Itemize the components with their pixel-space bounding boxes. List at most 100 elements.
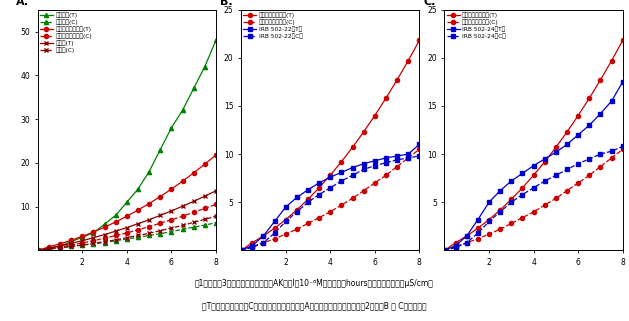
IRB 502-24（C） — [552, 173, 560, 177]
Line: 長十郎(T): 長十郎(T) — [36, 189, 218, 252]
Line: IRB 502-24（C）: IRB 502-24（C） — [442, 144, 625, 252]
ゴールド二十世紀(T) — [574, 114, 582, 117]
長十郎(T) — [79, 239, 86, 243]
ゴールド二十世紀(C) — [496, 227, 504, 231]
ゴールド二十世紀(C) — [260, 241, 267, 245]
長十郎(C) — [90, 241, 97, 245]
二十世紀(T) — [56, 244, 64, 248]
長十郎(T) — [123, 226, 131, 230]
IRB 502-24（T） — [474, 218, 482, 221]
二十世紀(T) — [79, 235, 86, 239]
ゴールド二十世紀(C) — [123, 231, 131, 235]
IRB 502-24（C） — [463, 241, 470, 245]
IRB 502-22（T） — [237, 248, 245, 252]
長十郎(C) — [179, 223, 186, 227]
ゴールド二十世紀(C) — [282, 232, 289, 236]
ゴールド二十世紀(T) — [508, 197, 515, 201]
ゴールド二十世紀(C) — [212, 203, 220, 206]
Line: ゴールド二十世紀(T): ゴールド二十世紀(T) — [442, 39, 625, 252]
IRB 502-22（C） — [393, 158, 401, 162]
長十郎(T) — [134, 222, 142, 226]
IRB 502-24（C） — [452, 246, 459, 249]
ゴールド二十世紀(C) — [563, 189, 571, 193]
Line: ゴールド二十世紀(C): ゴールド二十世紀(C) — [239, 147, 421, 252]
ゴールド二十世紀(C) — [404, 156, 412, 160]
長十郎(T) — [179, 204, 186, 208]
長十郎(C) — [123, 236, 131, 239]
IRB 502-22（T） — [348, 166, 356, 169]
二十世紀(C) — [167, 230, 175, 233]
ゴールド二十世紀(C) — [393, 165, 401, 169]
長十郎(C) — [134, 234, 142, 238]
IRB 502-22（T） — [404, 152, 412, 156]
ゴールド二十世紀(T) — [338, 160, 345, 164]
長十郎(T) — [67, 241, 75, 245]
二十世紀(T) — [123, 200, 131, 204]
二十世紀(T) — [45, 246, 53, 250]
長十郎(C) — [79, 243, 86, 247]
ゴールド二十世紀(C) — [315, 216, 323, 220]
長十郎(T) — [101, 233, 108, 237]
二十世紀(T) — [145, 170, 153, 174]
二十世紀(T) — [101, 222, 108, 226]
長十郎(T) — [145, 218, 153, 222]
ゴールド二十世紀(C) — [463, 241, 470, 245]
ゴールド二十世紀(T) — [90, 230, 97, 234]
ゴールド二十世紀(T) — [452, 241, 459, 245]
IRB 502-22（T） — [371, 159, 379, 163]
Text: （T）：毒素処理、（C）：水処理。対照品種（A）と高レベル耐病性のうぢ2系統（B ＆ C）を示す。: （T）：毒素処理、（C）：水処理。対照品種（A）と高レベル耐病性のうぢ2系統（B… — [202, 302, 427, 311]
ゴールド二十世紀(C) — [574, 181, 582, 185]
長十郎(C) — [67, 245, 75, 248]
IRB 502-22（C） — [293, 210, 301, 214]
長十郎(C) — [45, 247, 53, 251]
ゴールド二十世紀(T) — [371, 114, 379, 117]
Line: IRB 502-24（T）: IRB 502-24（T） — [442, 80, 625, 252]
ゴールド二十世紀(T) — [190, 171, 198, 175]
ゴールド二十世紀(C) — [293, 227, 301, 231]
ゴールド二十世紀(C) — [371, 181, 379, 185]
IRB 502-22（C） — [248, 246, 256, 249]
ゴールド二十世紀(C) — [56, 245, 64, 249]
IRB 502-22（C） — [315, 193, 323, 196]
ゴールド二十世紀(C) — [270, 237, 278, 241]
ゴールド二十世紀(C) — [608, 156, 615, 160]
IRB 502-24（T） — [508, 179, 515, 183]
ゴールド二十世紀(C) — [519, 216, 526, 220]
長十郎(T) — [45, 246, 53, 250]
IRB 502-24（T） — [519, 171, 526, 175]
二十世紀(T) — [134, 187, 142, 191]
Line: 長十郎(C): 長十郎(C) — [36, 214, 218, 252]
ゴールド二十世紀(C) — [416, 147, 423, 151]
長十郎(C) — [34, 248, 42, 252]
IRB 502-22（C） — [260, 241, 267, 245]
ゴールド二十世紀(C) — [304, 221, 312, 225]
ゴールド二十世紀(C) — [248, 245, 256, 248]
IRB 502-22（T） — [393, 154, 401, 158]
ゴールド二十世紀(T) — [597, 78, 604, 82]
Line: ゴールド二十世紀(C): ゴールド二十世紀(C) — [36, 202, 218, 252]
ゴールド二十世紀(T) — [260, 234, 267, 238]
ゴールド二十世紀(T) — [404, 59, 412, 63]
ゴールド二十世紀(T) — [270, 226, 278, 230]
IRB 502-22（C） — [282, 220, 289, 223]
ゴールド二十世紀(T) — [79, 234, 86, 238]
ゴールド二十世紀(C) — [90, 239, 97, 243]
IRB 502-24（C） — [586, 157, 593, 161]
IRB 502-24（T） — [496, 189, 504, 193]
IRB 502-22（C） — [360, 168, 367, 171]
Legend: 二十世紀(T), 二十世紀(C), ゴールド二十世紀(T), ゴールド二十世紀(C), 長十郎(T), 長十郎(C): 二十世紀(T), 二十世紀(C), ゴールド二十世紀(T), ゴールド二十世紀(… — [39, 11, 93, 54]
ゴールド二十世紀(T) — [382, 96, 390, 100]
Line: 二十世紀(C): 二十世紀(C) — [36, 221, 218, 252]
ゴールド二十世紀(C) — [34, 248, 42, 252]
二十世紀(C) — [157, 232, 164, 236]
Text: C.: C. — [423, 0, 435, 7]
IRB 502-22（C） — [371, 164, 379, 168]
Line: IRB 502-22（C）: IRB 502-22（C） — [239, 154, 421, 252]
IRB 502-22（C） — [348, 173, 356, 177]
IRB 502-22（T） — [315, 181, 323, 185]
ゴールド二十世紀(C) — [134, 228, 142, 232]
IRB 502-24（T） — [552, 150, 560, 154]
ゴールド二十世紀(C) — [441, 248, 448, 252]
二十世紀(C) — [145, 234, 153, 238]
IRB 502-22（T） — [270, 220, 278, 223]
